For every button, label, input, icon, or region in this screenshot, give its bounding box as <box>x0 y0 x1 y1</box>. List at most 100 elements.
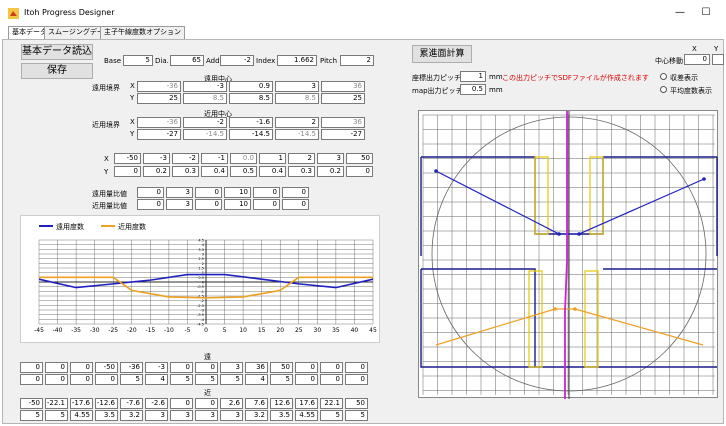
bn-r1-cell[interactable]: -50 <box>20 398 43 409</box>
bn-r2-cell[interactable]: 5 <box>345 410 368 421</box>
near-x-2[interactable]: -2 <box>183 117 227 128</box>
bf-r1-cell[interactable]: -36 <box>120 362 143 373</box>
bn-r2-cell[interactable]: 4.55 <box>295 410 318 421</box>
bf-r2-cell[interactable]: 0 <box>20 374 43 385</box>
radio-aberration[interactable] <box>660 73 667 80</box>
calc-progressive-surface-button[interactable]: 累進面計算 <box>412 45 472 63</box>
tab-meridian-option[interactable]: 主子午線度数オプション <box>100 26 185 39</box>
bf-r2-cell[interactable]: 0 <box>320 374 343 385</box>
pitch-field[interactable]: 2 <box>340 55 374 66</box>
near-ratio-row-cell[interactable]: 0 <box>253 199 280 210</box>
dia-field[interactable]: 65 <box>170 55 204 66</box>
far-x-4[interactable]: 3 <box>275 81 319 92</box>
xy-y-row-cell[interactable]: 0.4 <box>201 166 228 177</box>
bf-r1-cell[interactable]: 0 <box>20 362 43 373</box>
near-ratio-row-cell[interactable]: 0 <box>195 199 222 210</box>
near-y-5[interactable]: -27 <box>321 129 365 140</box>
far-x-2[interactable]: -3 <box>183 81 227 92</box>
near-x-4[interactable]: 2 <box>275 117 319 128</box>
bf-r2-cell[interactable]: 5 <box>195 374 218 385</box>
bn-r1-cell[interactable]: 12.6 <box>270 398 293 409</box>
map-pitch-field[interactable]: 0.5 <box>460 84 486 95</box>
bn-r2-cell[interactable]: 3 <box>145 410 168 421</box>
bf-r1-cell[interactable]: 50 <box>270 362 293 373</box>
xy-y-row-cell[interactable]: 0 <box>346 166 373 177</box>
bf-r1-cell[interactable]: 0 <box>70 362 93 373</box>
xy-x-row-cell[interactable]: -2 <box>172 153 199 164</box>
far-y-3[interactable]: 8.5 <box>229 93 273 104</box>
bf-r2-cell[interactable]: 4 <box>145 374 168 385</box>
bn-r1-cell[interactable]: 7.6 <box>245 398 268 409</box>
far-ratio-row-cell[interactable]: 0 <box>253 187 280 198</box>
xy-x-row-cell[interactable]: -1 <box>201 153 228 164</box>
radio-average-power[interactable] <box>660 86 667 93</box>
near-ratio-row-cell[interactable]: 0 <box>137 199 164 210</box>
bn-r2-cell[interactable]: 3.5 <box>95 410 118 421</box>
near-x-5[interactable]: 36 <box>321 117 365 128</box>
coord-pitch-field[interactable]: 1 <box>460 71 486 82</box>
xy-y-row-cell[interactable]: 0.2 <box>317 166 344 177</box>
bf-r1-cell[interactable]: 0 <box>295 362 318 373</box>
xy-y-row-cell[interactable]: 0.4 <box>259 166 286 177</box>
bf-r1-cell[interactable]: -50 <box>95 362 118 373</box>
bn-r2-cell[interactable]: 4.55 <box>70 410 93 421</box>
bf-r2-cell[interactable]: 0 <box>295 374 318 385</box>
bn-r2-cell[interactable]: 5 <box>320 410 343 421</box>
near-ratio-row-cell[interactable]: 3 <box>166 199 193 210</box>
bf-r1-cell[interactable]: 0 <box>195 362 218 373</box>
bf-r2-cell[interactable]: 5 <box>170 374 193 385</box>
xy-x-row-cell[interactable]: -3 <box>143 153 170 164</box>
near-x-1[interactable]: -36 <box>137 117 181 128</box>
xy-y-row-cell[interactable]: 0 <box>114 166 141 177</box>
near-y-4[interactable]: -14.5 <box>275 129 319 140</box>
bn-r1-cell[interactable]: -17.6 <box>70 398 93 409</box>
far-ratio-row-cell[interactable]: 10 <box>224 187 251 198</box>
far-ratio-row-cell[interactable]: 3 <box>166 187 193 198</box>
xy-x-row-cell[interactable]: 50 <box>346 153 373 164</box>
far-y-5[interactable]: 25 <box>321 93 365 104</box>
center-y-field[interactable] <box>712 54 724 65</box>
far-ratio-row-cell[interactable]: 0 <box>282 187 309 198</box>
bn-r2-cell[interactable]: 3 <box>195 410 218 421</box>
minimize-button[interactable]: — <box>675 7 685 18</box>
bn-r1-cell[interactable]: -12.6 <box>95 398 118 409</box>
bf-r2-cell[interactable]: 4 <box>245 374 268 385</box>
bf-r1-cell[interactable]: 0 <box>345 362 368 373</box>
lens-design-view[interactable] <box>418 110 718 399</box>
far-x-5[interactable]: 36 <box>321 81 365 92</box>
bn-r2-cell[interactable]: 3 <box>170 410 193 421</box>
far-y-1[interactable]: 25 <box>137 93 181 104</box>
center-x-field[interactable]: 0 <box>684 54 710 65</box>
index-field[interactable]: 1.662 <box>277 55 317 66</box>
bf-r2-cell[interactable]: 0 <box>345 374 368 385</box>
bf-r2-cell[interactable]: 0 <box>45 374 68 385</box>
far-ratio-row-cell[interactable]: 0 <box>137 187 164 198</box>
near-y-3[interactable]: -14.5 <box>229 129 273 140</box>
load-basic-data-button[interactable]: 基本データ読込 <box>21 44 93 60</box>
bn-r2-cell[interactable]: 3.5 <box>270 410 293 421</box>
bf-r1-cell[interactable]: 3 <box>220 362 243 373</box>
xy-x-row-cell[interactable]: 1 <box>259 153 286 164</box>
bf-r2-cell[interactable]: 0 <box>95 374 118 385</box>
xy-y-row-cell[interactable]: 0.3 <box>288 166 315 177</box>
bn-r1-cell[interactable]: 22.1 <box>320 398 343 409</box>
near-ratio-row-cell[interactable]: 10 <box>224 199 251 210</box>
bn-r2-cell[interactable]: 3.2 <box>120 410 143 421</box>
bn-r1-cell[interactable]: -7.6 <box>120 398 143 409</box>
xy-x-row-cell[interactable]: 3 <box>317 153 344 164</box>
bn-r1-cell[interactable]: -22.1 <box>45 398 68 409</box>
far-y-4[interactable]: 8.5 <box>275 93 319 104</box>
bn-r1-cell[interactable]: 0 <box>195 398 218 409</box>
far-ratio-row-cell[interactable]: 0 <box>195 187 222 198</box>
bf-r1-cell[interactable]: 0 <box>45 362 68 373</box>
near-ratio-row-cell[interactable]: 0 <box>282 199 309 210</box>
bn-r2-cell[interactable]: 3 <box>220 410 243 421</box>
xy-y-row-cell[interactable]: 0.5 <box>230 166 257 177</box>
bn-r2-cell[interactable]: 5 <box>20 410 43 421</box>
bn-r1-cell[interactable]: 17.6 <box>295 398 318 409</box>
bf-r1-cell[interactable]: 36 <box>245 362 268 373</box>
bn-r2-cell[interactable]: 3.2 <box>245 410 268 421</box>
add-field[interactable]: -2 <box>220 55 254 66</box>
base-field[interactable]: 5 <box>123 55 153 66</box>
near-x-3[interactable]: -1.6 <box>229 117 273 128</box>
